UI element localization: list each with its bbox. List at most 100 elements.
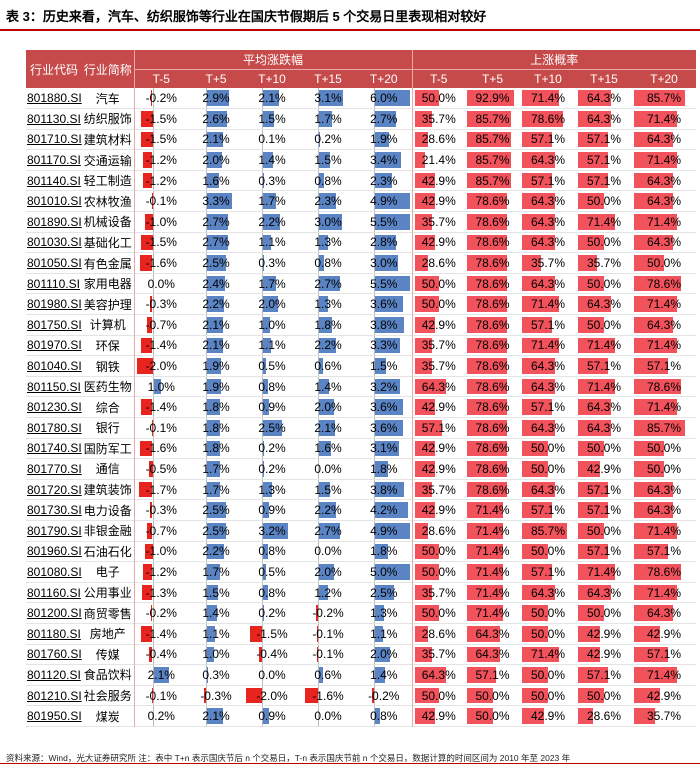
industry-code-link[interactable]: 801710.SI — [27, 132, 82, 147]
up-probability-bar — [467, 399, 508, 415]
up-probability-value: 78.6% — [646, 564, 682, 579]
positive-return-bar — [318, 564, 334, 580]
avg-return-value: 0.8% — [258, 379, 286, 394]
up-probability-cell: 64.3% — [520, 479, 576, 500]
avg-return-value: 1.8% — [370, 544, 398, 559]
avg-return-cell: 1.0% — [244, 315, 300, 336]
up-probability-bar — [414, 90, 439, 107]
up-probability-bar — [634, 358, 669, 374]
zero-axis-line — [152, 500, 154, 520]
industry-code-link[interactable]: 801120.SI — [27, 667, 81, 682]
avg-return-value: 0.5% — [258, 359, 286, 374]
avg-return-value: 1.4% — [314, 379, 342, 394]
industry-code-link[interactable]: 801160.SI — [27, 585, 81, 600]
industry-code-link[interactable]: 801730.SI — [27, 503, 82, 518]
industry-code-link[interactable]: 801030.SI — [27, 235, 82, 250]
positive-return-bar — [374, 214, 410, 230]
positive-return-bar — [262, 399, 270, 415]
up-probability-cell: 71.4% — [632, 150, 696, 171]
up-probability-value: 42.9% — [646, 688, 682, 703]
industry-code-link[interactable]: 801980.SI — [27, 297, 82, 312]
industry-code-link[interactable]: 801880.SI — [27, 91, 82, 106]
avg-return-cell: -0.2% — [133, 602, 188, 624]
positive-return-bar — [206, 584, 218, 601]
industry-code-link[interactable]: 801180.SI — [27, 626, 81, 641]
up-probability-cell: 42.9% — [632, 623, 696, 644]
up-probability-bar — [414, 502, 436, 518]
zero-axis-line — [152, 479, 154, 500]
up-probability-cell: 57.1% — [520, 315, 576, 336]
industry-code-link[interactable]: 801760.SI — [27, 647, 82, 662]
industry-name: 钢铁 — [95, 359, 120, 374]
up-probability-bar — [578, 275, 604, 292]
zero-axis-line — [374, 129, 375, 150]
industry-code-link[interactable]: 801780.SI — [27, 420, 82, 435]
industry-name: 美容护理 — [83, 297, 132, 312]
industry-code-link[interactable]: 801040.SI — [27, 359, 82, 374]
avg-return-cell: 0.2% — [133, 705, 188, 727]
industry-name: 食品饮料 — [83, 668, 132, 683]
industry-name: 建筑装饰 — [83, 483, 132, 498]
industry-code-link[interactable]: 801230.SI — [27, 400, 82, 415]
positive-return-bar — [374, 152, 402, 168]
up-probability-value: 85.7% — [475, 173, 510, 188]
avg-return-cell: 1.3% — [300, 232, 356, 253]
up-probability-bar — [578, 420, 612, 436]
industry-code-link[interactable]: 801950.SI — [27, 709, 82, 724]
avg-return-cell: 0.3% — [244, 170, 300, 191]
positive-return-bar — [374, 543, 389, 560]
zero-axis-line — [374, 520, 375, 541]
industry-code-link[interactable]: 801140.SI — [27, 173, 81, 188]
zero-axis-line — [318, 397, 319, 417]
up-probability-bar — [634, 399, 677, 415]
up-probability-cell: 50.0% — [520, 685, 576, 706]
zero-axis-line — [152, 562, 154, 582]
industry-code-link[interactable]: 801960.SI — [27, 544, 82, 559]
up-probability-cell: 71.4% — [465, 562, 520, 583]
avg-return-cell: -0.5% — [133, 458, 188, 480]
up-probability-cell: 35.7% — [411, 108, 465, 130]
industry-code-link[interactable]: 801890.SI — [27, 214, 82, 229]
negative-return-bar — [151, 193, 153, 210]
up-probability-cell: 50.0% — [411, 88, 465, 109]
industry-code-link[interactable]: 801050.SI — [27, 256, 82, 271]
industry-code-link[interactable]: 801720.SI — [27, 482, 82, 497]
industry-code-link[interactable]: 801080.SI — [27, 564, 82, 579]
up-probability-bar — [578, 708, 593, 724]
industry-code-link[interactable]: 801200.SI — [27, 606, 82, 621]
up-probability-value: 71.4% — [586, 214, 622, 229]
table-row: 801730.SI 电力设备 -0.3% 2.5% 0.9% 2.2% 4.2% 42.9% 7… — [26, 499, 696, 521]
up-probability-cell: 42.9% — [632, 685, 696, 706]
industry-code-link[interactable]: 801170.SI — [27, 153, 81, 168]
zero-axis-line — [374, 438, 375, 459]
industry-code-link[interactable]: 801770.SI — [27, 461, 82, 476]
up-probability-cell: 57.1% — [576, 150, 632, 171]
up-probability-value: 71.4% — [646, 111, 682, 126]
industry-name: 电力设备 — [83, 503, 132, 518]
industry-code-link[interactable]: 801010.SI — [27, 194, 82, 209]
industry-code-link[interactable]: 801210.SI — [27, 688, 82, 703]
up-probability-cell: 50.0% — [576, 438, 632, 459]
industry-code-link[interactable]: 801130.SI — [27, 111, 81, 126]
table-row: 801960.SI 石油石化 -1.0% 2.2% 0.8% 0.0% 1.8% 50.0% 7… — [26, 541, 696, 562]
up-probability-cell: 71.4% — [576, 335, 632, 356]
up-probability-bar — [522, 234, 556, 251]
positive-return-bar — [374, 522, 410, 539]
avg-return-cell: 2.2% — [244, 212, 300, 233]
up-probability-bar — [414, 378, 446, 395]
zero-axis-line — [374, 191, 375, 212]
industry-code-link[interactable]: 801750.SI — [27, 317, 82, 332]
industry-code-link[interactable]: 801790.SI — [27, 523, 82, 538]
up-probability-cell: 50.0% — [520, 603, 576, 624]
up-probability-bar — [522, 481, 556, 498]
industry-code-link[interactable]: 801150.SI — [27, 379, 81, 394]
industry-code-link[interactable]: 801110.SI — [27, 276, 80, 291]
avg-return-cell: -0.3% — [133, 293, 188, 315]
industry-code-link[interactable]: 801740.SI — [27, 441, 82, 456]
zero-axis-line — [318, 418, 319, 438]
up-probability-bar — [578, 234, 604, 251]
up-probability-bar — [578, 605, 604, 621]
zero-axis-line — [262, 500, 263, 520]
table-row: 801710.SI 建筑材料 -1.5% 2.1% 0.1% 0.2% 1.9% 28.6% 8… — [26, 129, 696, 150]
industry-code-link[interactable]: 801970.SI — [27, 338, 82, 353]
